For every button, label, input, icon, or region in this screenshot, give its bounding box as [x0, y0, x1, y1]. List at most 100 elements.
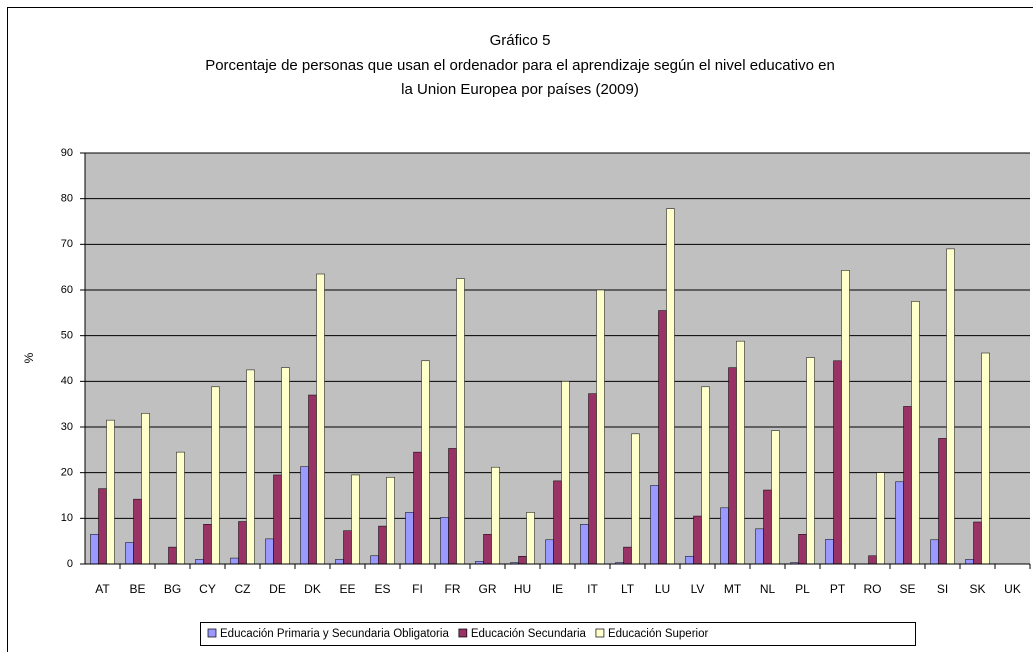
bar: [281, 367, 290, 565]
bar: [106, 419, 115, 565]
bar: [405, 512, 414, 565]
bar: [448, 448, 457, 565]
x-tick-label: HU: [514, 582, 531, 596]
bar: [658, 310, 667, 565]
bar: [720, 507, 729, 565]
bar: [133, 498, 142, 565]
bar: [370, 555, 379, 565]
bar: [335, 559, 344, 565]
x-tick-label: MT: [724, 582, 742, 596]
y-tick-label: 0: [67, 558, 73, 570]
x-tick-label: FR: [445, 582, 461, 596]
bar: [588, 393, 597, 565]
bar: [518, 555, 527, 565]
bar: [230, 557, 239, 565]
bar: [168, 546, 177, 565]
bar: [580, 524, 589, 565]
bar: [650, 485, 659, 565]
bar: [553, 480, 562, 565]
chart-subtitle: Porcentaje de personas que usan el orden…: [205, 57, 835, 74]
y-tick-label: 90: [61, 147, 73, 159]
bar: [965, 559, 974, 565]
x-tick-label: DK: [304, 582, 321, 596]
legend-label: Educación Secundaria: [471, 628, 587, 640]
bar: [771, 430, 780, 565]
x-tick-label: ES: [374, 582, 390, 596]
bar: [413, 451, 422, 565]
legend-swatch: [458, 628, 468, 638]
y-tick-label: 60: [61, 284, 73, 296]
bar: [203, 524, 212, 565]
bar: [491, 466, 500, 565]
bar: [631, 433, 640, 565]
bar: [421, 360, 430, 565]
bar: [938, 438, 947, 565]
x-tick-label: IT: [587, 582, 598, 596]
x-tick-label: DE: [269, 582, 286, 596]
x-tick-label: CY: [199, 582, 216, 596]
bar: [456, 278, 465, 565]
chart-title: Gráfico 5: [490, 32, 551, 49]
x-tick-label: LU: [655, 582, 670, 596]
y-tick-label: 40: [61, 375, 73, 387]
bar: [930, 539, 939, 565]
bar: [728, 367, 737, 565]
bar: [386, 476, 395, 565]
x-tick-label: CZ: [235, 582, 251, 596]
y-axis-label: %: [22, 352, 36, 363]
bar: [798, 534, 807, 565]
bar: [176, 451, 185, 565]
x-tick-label: NL: [760, 582, 776, 596]
x-tick-label: LV: [691, 582, 705, 596]
bar: [545, 539, 554, 565]
legend-swatch: [595, 628, 605, 638]
y-tick-label: 10: [61, 512, 73, 524]
bar: [596, 289, 605, 565]
legend: [200, 622, 916, 646]
y-tick-label: 70: [61, 238, 73, 250]
bar: [895, 481, 904, 565]
y-tick-label: 50: [61, 330, 73, 342]
x-tick-label: PL: [795, 582, 810, 596]
bar: [195, 559, 204, 565]
bar: [825, 539, 834, 565]
bar: [98, 488, 107, 565]
bar: [483, 534, 492, 565]
x-tick-label: RO: [864, 582, 882, 596]
bar: [973, 521, 982, 565]
bar: [911, 301, 920, 565]
y-tick-label: 30: [61, 421, 73, 433]
bar: [378, 525, 387, 565]
x-tick-label: IE: [552, 582, 563, 596]
legend-label: Educación Superior: [608, 628, 709, 640]
x-tick-label: SE: [899, 582, 915, 596]
y-tick-label: 20: [61, 467, 73, 479]
bar: [211, 386, 220, 565]
bar: [246, 369, 255, 565]
chart-subtitle: la Union Europea por países (2009): [401, 81, 639, 98]
bar: [308, 394, 317, 565]
x-tick-label: SK: [969, 582, 985, 596]
bar: [833, 360, 842, 565]
bar: [701, 386, 710, 565]
bar: [351, 474, 360, 565]
x-tick-label: PT: [830, 582, 846, 596]
bar: [440, 517, 449, 565]
bar: [316, 273, 325, 565]
bar: [561, 381, 570, 565]
bar: [273, 474, 282, 565]
bar: [623, 546, 632, 565]
bar: [981, 352, 990, 565]
x-tick-label: FI: [412, 582, 423, 596]
bar: [685, 555, 694, 565]
x-tick-label: SI: [937, 582, 948, 596]
x-tick-label: EE: [339, 582, 355, 596]
bar: [300, 466, 309, 565]
x-tick-label: LT: [621, 582, 635, 596]
bar: [265, 538, 274, 565]
legend-label: Educación Primaria y Secundaria Obligato…: [220, 628, 449, 640]
x-tick-label: AT: [95, 582, 110, 596]
bar: [946, 248, 955, 565]
bar: [125, 542, 134, 565]
